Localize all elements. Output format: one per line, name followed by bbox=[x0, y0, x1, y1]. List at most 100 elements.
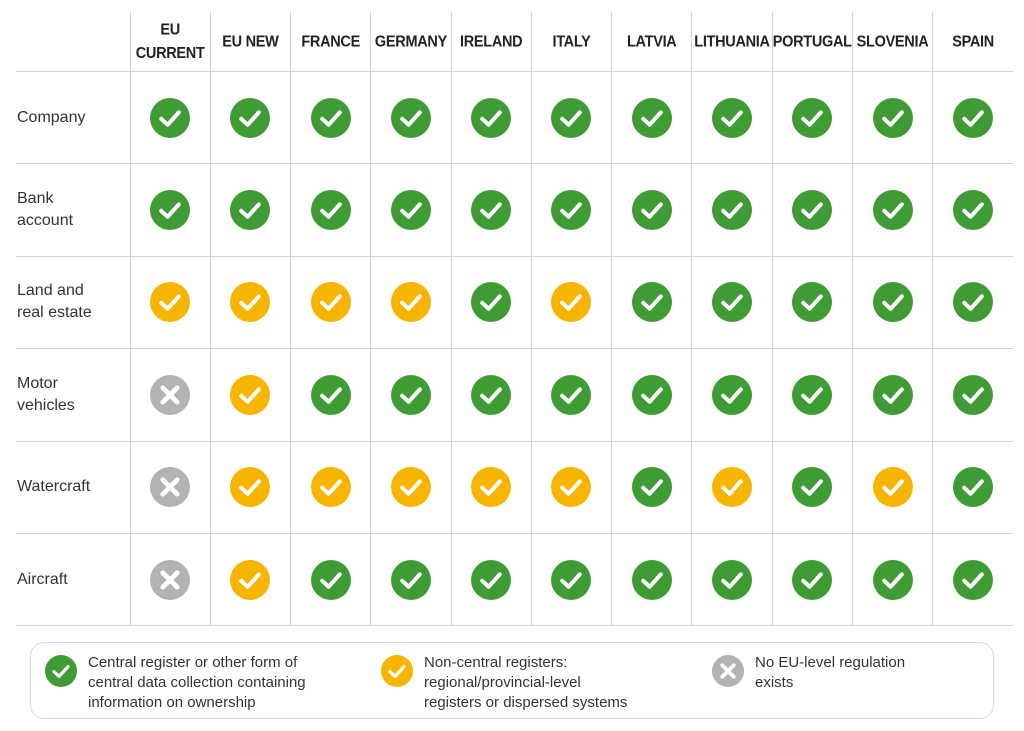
check-circle-yellow-icon bbox=[230, 282, 271, 323]
legend-item-central: Central register or other form of centra… bbox=[45, 653, 306, 713]
check-circle-green-icon bbox=[953, 467, 994, 508]
status-cell bbox=[129, 533, 211, 627]
status-cell bbox=[851, 71, 933, 165]
check-circle-green-icon bbox=[390, 559, 431, 600]
column-header-eu-new: EU NEW bbox=[209, 9, 291, 75]
status-cell bbox=[771, 533, 853, 627]
check-circle-green-icon bbox=[310, 190, 351, 231]
status-cell bbox=[450, 256, 532, 350]
status-cell bbox=[932, 441, 1013, 534]
check-circle-yellow-icon bbox=[150, 282, 191, 323]
column-header-italy: ITALY bbox=[530, 9, 612, 75]
status-cell bbox=[290, 256, 371, 350]
status-cell bbox=[209, 348, 291, 442]
check-circle-green-icon bbox=[872, 374, 913, 415]
legend-item-non-central: Non-central registers: regional/provinci… bbox=[381, 653, 627, 713]
column-header-france: FRANCE bbox=[290, 9, 371, 75]
status-cell bbox=[450, 348, 532, 442]
check-circle-green-icon bbox=[631, 190, 672, 231]
status-cell bbox=[129, 71, 211, 165]
check-circle-green-icon bbox=[230, 190, 271, 231]
register-comparison-table: EU CURRENT EU NEW FRANCE GERMANY IRELAND ITAL… bbox=[16, 9, 1013, 627]
status-cell bbox=[129, 441, 211, 534]
table-row-watercraft: Watercraft bbox=[16, 441, 1013, 534]
check-circle-green-icon bbox=[872, 282, 913, 323]
check-circle-yellow-icon bbox=[230, 559, 271, 600]
status-cell bbox=[691, 71, 773, 165]
status-cell bbox=[530, 256, 612, 350]
legend-text-central: Central register or other form of centra… bbox=[88, 654, 306, 711]
status-cell bbox=[691, 256, 773, 350]
cross-circle-gray-icon bbox=[712, 655, 744, 687]
column-header-portugal: PORTUGAL bbox=[771, 9, 853, 75]
check-circle-green-icon bbox=[792, 190, 833, 231]
check-circle-green-icon bbox=[390, 97, 431, 138]
check-circle-yellow-icon bbox=[872, 467, 913, 508]
status-cell bbox=[370, 256, 452, 350]
status-cell bbox=[370, 348, 452, 442]
status-cell bbox=[611, 163, 692, 257]
check-circle-yellow-icon bbox=[390, 282, 431, 323]
cross-circle-gray-icon bbox=[150, 559, 191, 600]
table-row-company: Company bbox=[16, 71, 1013, 165]
status-cell bbox=[209, 256, 291, 350]
status-cell bbox=[771, 163, 853, 257]
table-row-bank-account: Bank account bbox=[16, 163, 1013, 257]
check-circle-green-icon bbox=[711, 282, 752, 323]
column-header-eu-current: EU CURRENT bbox=[129, 9, 211, 75]
status-cell bbox=[851, 441, 933, 534]
legend-text-none: No EU-level regulation exists bbox=[755, 654, 906, 691]
legend-item-none: No EU-level regulation exists bbox=[712, 653, 905, 693]
status-cell bbox=[129, 256, 211, 350]
check-circle-green-icon bbox=[150, 97, 191, 138]
check-circle-green-icon bbox=[631, 467, 672, 508]
check-circle-green-icon bbox=[45, 655, 77, 687]
check-circle-green-icon bbox=[310, 374, 351, 415]
check-circle-green-icon bbox=[953, 374, 994, 415]
check-circle-green-icon bbox=[953, 282, 994, 323]
check-circle-yellow-icon bbox=[230, 467, 271, 508]
column-header-spain: SPAIN bbox=[932, 9, 1013, 75]
table-row-land-and-real-estate: Land and real estate bbox=[16, 256, 1013, 350]
status-cell bbox=[450, 163, 532, 257]
check-circle-yellow-icon bbox=[471, 467, 512, 508]
check-circle-yellow-icon bbox=[230, 374, 271, 415]
check-circle-yellow-icon bbox=[711, 467, 752, 508]
check-circle-green-icon bbox=[631, 282, 672, 323]
check-circle-green-icon bbox=[471, 97, 512, 138]
row-label: Land and real estate bbox=[16, 256, 130, 350]
check-circle-yellow-icon bbox=[310, 282, 351, 323]
status-cell bbox=[530, 71, 612, 165]
status-cell bbox=[370, 533, 452, 627]
row-label: Motor vehicles bbox=[16, 348, 130, 442]
column-header-germany: GERMANY bbox=[370, 9, 452, 75]
table-row-aircraft: Aircraft bbox=[16, 533, 1013, 627]
check-circle-yellow-icon bbox=[390, 467, 431, 508]
status-cell bbox=[290, 71, 371, 165]
check-circle-green-icon bbox=[953, 97, 994, 138]
check-circle-green-icon bbox=[551, 190, 592, 231]
check-circle-green-icon bbox=[792, 282, 833, 323]
row-label: Bank account bbox=[16, 163, 130, 257]
status-cell bbox=[290, 163, 371, 257]
check-circle-green-icon bbox=[471, 374, 512, 415]
check-circle-green-icon bbox=[471, 559, 512, 600]
column-header-slovenia: SLOVENIA bbox=[851, 9, 933, 75]
check-circle-green-icon bbox=[711, 97, 752, 138]
status-cell bbox=[290, 533, 371, 627]
table-body: Company Bank account Land and real estate M… bbox=[16, 71, 1013, 627]
row-label: Aircraft bbox=[16, 533, 130, 627]
status-cell bbox=[691, 533, 773, 627]
status-cell bbox=[611, 348, 692, 442]
cross-circle-gray-icon bbox=[150, 374, 191, 415]
status-cell bbox=[290, 441, 371, 534]
status-cell bbox=[209, 441, 291, 534]
check-circle-green-icon bbox=[953, 559, 994, 600]
check-circle-green-icon bbox=[551, 559, 592, 600]
status-cell bbox=[932, 533, 1013, 627]
status-cell bbox=[370, 163, 452, 257]
status-cell bbox=[209, 71, 291, 165]
check-circle-green-icon bbox=[711, 559, 752, 600]
check-circle-yellow-icon bbox=[551, 467, 592, 508]
